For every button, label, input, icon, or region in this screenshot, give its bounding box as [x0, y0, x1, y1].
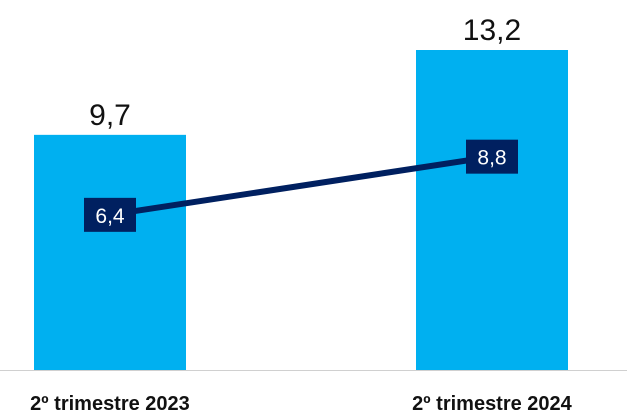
bar-value-label-2023: 9,7: [89, 99, 131, 132]
bar-series: [34, 50, 568, 370]
line-series: [107, 153, 495, 218]
bar-0: [34, 134, 186, 370]
category-label-2024: 2º trimestre 2024: [412, 393, 573, 415]
line-point-marker-2023: [84, 197, 136, 232]
bar-1: [416, 50, 568, 370]
line-value-label-2024: 8,8: [477, 147, 506, 170]
category-labels: 2º trimestre 2023 2º trimestre 2024: [30, 393, 573, 415]
line-value-label-2023: 6,4: [95, 205, 125, 228]
line-point-marker-2024: [466, 139, 518, 174]
line-series-path: [107, 153, 495, 218]
category-label-2023: 2º trimestre 2023: [30, 393, 190, 415]
line-value-labels: 6,4 8,8: [84, 139, 518, 232]
bar-value-labels: 9,7 13,2: [89, 14, 521, 132]
bar-value-label-2024: 13,2: [463, 14, 521, 47]
